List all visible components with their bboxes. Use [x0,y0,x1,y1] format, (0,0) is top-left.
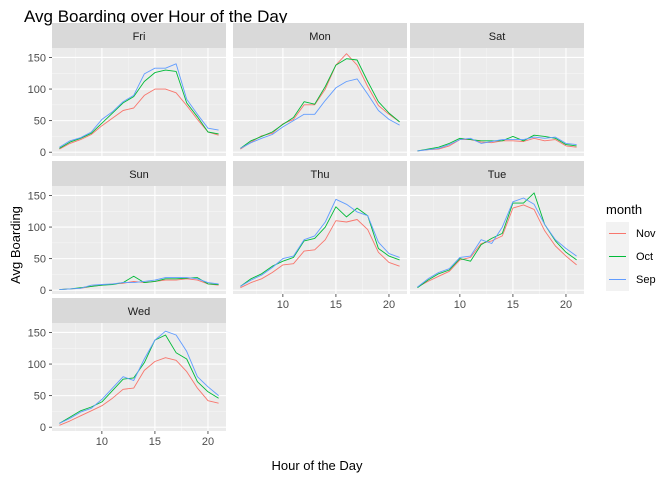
series-line-nov [59,88,219,150]
legend-label: Nov [636,228,656,240]
facet-strip [52,23,226,48]
series-line-sep [59,330,219,424]
facet-strip-label: Sat [489,31,506,43]
y-tick-label: 50 [34,391,46,403]
facet-panel-fri: Fri 0 50 100 150 [28,23,226,159]
facet-strip-label: Thu [311,169,330,181]
x-tick-label: 10 [454,299,466,311]
series-line-sep [417,197,577,288]
facet-strip-label: Tue [488,169,507,181]
y-tick-label: 50 [34,254,46,266]
chart-title: Avg Boarding over Hour of the Day [24,7,288,26]
legend-label: Sep [636,274,656,286]
series-line-sep [417,136,577,152]
facet-panel-sun: Sun 0 50 100 150 [28,161,226,297]
legend-item-sep: Sep [606,268,656,291]
y-tick-label: 150 [28,52,46,64]
legend-item-oct: Oct [606,245,653,268]
x-tick-label: 15 [507,299,519,311]
facet-strip [410,23,584,48]
facet-strip [52,161,226,186]
x-tick-label: 10 [96,436,108,448]
facet-strip [233,23,407,48]
panel-background [233,186,407,294]
facet-strip [410,161,584,186]
series-line-nov [240,219,400,289]
y-tick-label: 150 [28,327,46,339]
legend-label: Oct [636,251,653,263]
facet-strip [52,298,226,323]
x-tick-label: 15 [330,299,342,311]
series-line-nov [59,357,219,426]
facet-panel-sat: Sat [410,23,584,156]
series-line-oct [59,69,219,149]
y-tick-label: 150 [28,190,46,202]
y-axis-title: Avg Boarding [8,206,23,284]
series-line-oct [240,206,400,287]
facet-strip-label: Sun [129,169,149,181]
x-tick-label: 15 [149,436,161,448]
facet-strip-label: Wed [128,306,150,318]
facet-strip-label: Mon [309,31,330,43]
series-line-sep [59,63,219,148]
x-tick-label: 20 [383,299,395,311]
facet-strip [233,161,407,186]
series-line-sep [240,78,400,149]
legend-item-nov: Nov [606,222,656,245]
facet-panel-thu: Thu 10 15 20 [233,161,407,311]
facet-strip-label: Fri [133,31,146,43]
y-tick-label: 0 [40,422,46,434]
x-tick-label: 10 [277,299,289,311]
series-line-sep [59,277,219,291]
y-tick-label: 100 [28,222,46,234]
facet-panel-wed: Wed 0 50 100 150 10 15 20 [28,298,226,448]
x-axis-title: Hour of the Day [271,458,363,473]
panel-background [52,323,226,431]
series-line-sep [240,198,400,287]
panel-background [52,186,226,294]
facet-panel-mon: Mon [233,23,407,156]
y-tick-label: 100 [28,359,46,371]
legend-title: month [606,202,642,217]
series-line-oct [240,58,400,149]
y-tick-label: 100 [28,84,46,96]
y-tick-label: 50 [34,116,46,128]
legend: month Nov Oct Sep [606,202,656,291]
y-tick-label: 0 [40,285,46,297]
x-tick-label: 20 [560,299,572,311]
series-line-nov [417,204,577,288]
series-line-nov [417,137,577,152]
x-tick-label: 20 [202,436,214,448]
y-tick-label: 0 [40,147,46,159]
facet-panel-tue: Tue 10 15 20 [410,161,584,311]
